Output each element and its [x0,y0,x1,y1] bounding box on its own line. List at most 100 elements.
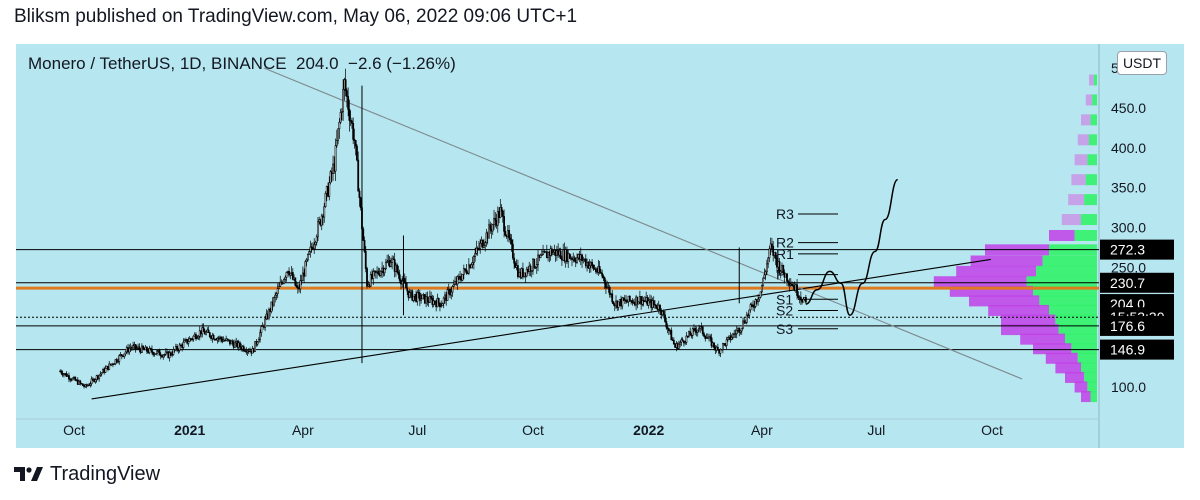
candle-body [329,171,332,183]
candle-body [418,293,421,301]
candle-body [534,266,537,269]
candle-body [767,257,770,265]
candle-body [337,128,339,141]
candles [59,68,807,389]
candle-body [442,297,445,304]
candle-body [772,246,775,256]
candle-body [71,377,74,381]
candle-body [510,239,513,245]
candle-body [158,349,161,356]
x-axis-tick-label: Oct [981,422,1003,438]
candle-body [178,344,181,351]
candle-body [411,290,414,301]
candle-body [662,311,665,316]
y-axis-tick-label: 400.0 [1111,140,1146,156]
candle-body [63,373,65,376]
candle-body [730,337,733,340]
candle-body [154,353,157,355]
candle-body [197,336,200,339]
price-label-text: 272.3 [1110,242,1145,258]
candle-body [450,291,453,296]
candle-body [412,295,415,301]
candle-body [472,256,475,264]
candle-body [672,339,675,345]
candle-body [351,120,353,124]
candle-body [192,335,195,340]
volume-buy-bar [1081,214,1097,226]
candle-body [274,294,277,298]
candle-body [205,331,207,335]
candle-body [602,275,605,279]
y-axis-tick-label: 450.0 [1111,100,1146,116]
pivot-level-label: R1 [776,246,794,262]
candle-body [168,352,171,359]
volume-buy-bar [1071,343,1097,355]
candle-body [403,278,406,283]
candle-body [187,341,190,344]
candle-body [98,374,101,379]
volume-sell-bar [970,255,1043,267]
currency-button[interactable]: USDT [1117,51,1167,75]
candle-body [256,341,259,345]
candle-body [108,363,111,370]
x-axis-tick-label: Jul [408,422,426,438]
candle-body [681,339,684,342]
candle-body [65,373,68,377]
candle-body [301,272,304,281]
candle-body [542,250,544,256]
candle-body [188,338,191,342]
candle-body [529,265,532,272]
x-axis-tick-label: Oct [63,422,85,438]
candle-body [285,271,288,278]
candle-body [617,301,620,308]
price-label-box [1100,339,1174,360]
volume-sell-bar [1077,134,1089,146]
candle-body [474,253,477,257]
volume-buy-bar [1036,265,1097,277]
price-label-box [1100,315,1174,336]
volume-sell-bar [1001,324,1059,336]
candle-body [362,228,365,241]
candle-body [766,263,768,273]
volume-buy-bar [1081,362,1097,374]
volume-sell-bar [969,295,1040,307]
candle-body [721,343,724,350]
candle-body [670,329,673,341]
candle-body [283,279,285,284]
candle-body [260,326,263,333]
pivot-level-label: R2 [776,235,794,251]
candle-body [539,254,542,258]
candle-body [603,277,606,284]
candle-body [149,347,152,350]
volume-buy-bar [1090,391,1097,403]
candle-body [81,383,84,386]
candle-body [294,277,297,286]
chart-area[interactable]: R3R2R1PS1S2S3100.0150.0200.0250.0300.035… [16,44,1184,448]
candle-body [100,372,103,375]
candle-body [779,271,782,274]
candle-body [753,306,756,308]
candle-body [89,383,92,386]
candle-body [740,327,743,332]
candle-body [679,341,682,345]
price-chart[interactable]: R3R2R1PS1S2S3100.0150.0200.0250.0300.035… [16,44,1184,448]
candle-body [745,314,748,323]
candle-body [452,284,455,287]
candle-body [641,300,644,305]
candle-body [709,336,712,339]
candle-body [483,245,485,248]
candle-body [691,328,694,336]
candle-body [461,274,464,281]
candle-body [118,355,121,362]
volume-sell-bar [1049,229,1075,241]
candle-body [467,264,470,274]
candle-body [446,289,449,301]
candle-body [317,221,319,238]
candle-body [357,159,360,192]
candle-body [259,332,262,340]
candle-body [535,264,538,268]
candle-body [208,332,211,337]
candle-body [664,314,666,322]
candle-body [212,335,215,340]
candle-body [797,295,800,298]
